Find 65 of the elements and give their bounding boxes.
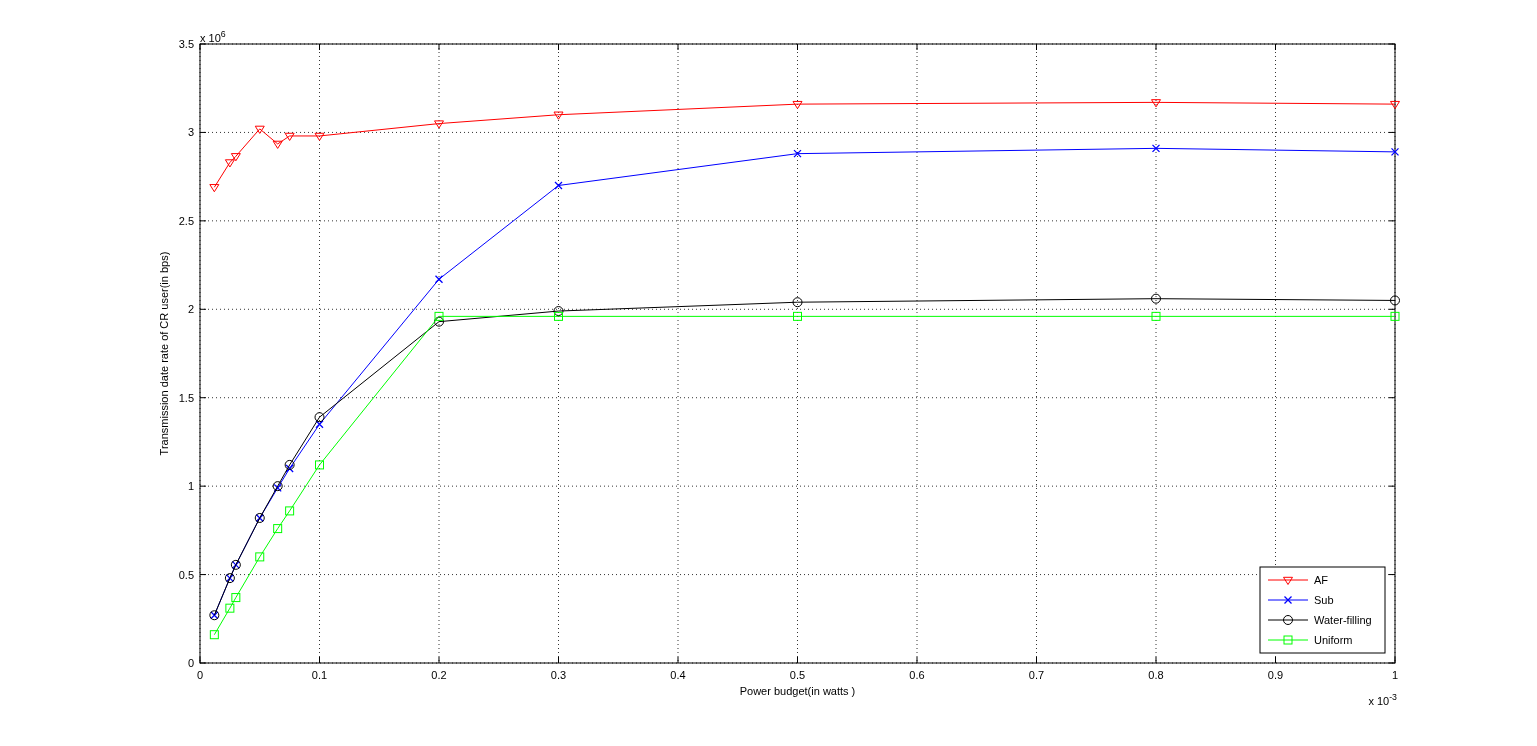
y-tick-label: 2.5	[178, 214, 194, 227]
point	[224, 159, 235, 168]
point	[793, 149, 802, 158]
y-tick-label: 1	[187, 480, 194, 493]
point	[434, 275, 444, 284]
x-tick-label: 1	[1391, 669, 1399, 681]
x-tick-label: 0.2	[431, 669, 447, 681]
y-tick-label: 1.5	[178, 391, 194, 404]
y-tick-label: 0.5	[178, 568, 194, 581]
point	[225, 603, 235, 613]
point	[1390, 100, 1400, 110]
point	[272, 140, 283, 149]
legend-label: Water-filling	[1314, 614, 1372, 626]
y-axis-title: Transmission date rate of CR user(in bps)	[158, 251, 170, 456]
x-tick-label: 0.6	[909, 669, 925, 681]
point	[553, 306, 564, 317]
point	[792, 100, 803, 110]
point	[230, 153, 241, 162]
point	[553, 111, 564, 120]
legend-label: AF	[1314, 574, 1329, 586]
point	[209, 184, 220, 193]
point	[1151, 99, 1161, 108]
x-tick-label: 0.4	[670, 669, 686, 681]
point	[1151, 293, 1161, 304]
x-tick-label: 0.9	[1267, 669, 1284, 681]
y-tick-label: 2	[187, 303, 194, 316]
x-tick-label: 0.5	[789, 669, 806, 681]
x-tick-label: 0.1	[311, 669, 328, 681]
point	[284, 132, 295, 141]
point	[285, 464, 294, 473]
point	[315, 460, 324, 470]
point	[434, 311, 444, 321]
point	[314, 412, 325, 423]
point	[554, 311, 563, 321]
point	[434, 316, 444, 327]
point	[1390, 295, 1400, 306]
point	[209, 630, 219, 640]
y-tick-label: 3.5	[178, 38, 194, 50]
x-axis-title: Power budget(in watts )	[739, 685, 856, 697]
point	[793, 311, 802, 321]
point	[1390, 147, 1400, 157]
point	[273, 524, 283, 534]
point	[314, 132, 325, 141]
point	[434, 120, 444, 129]
legend-label: Sub	[1314, 594, 1334, 606]
y-tick-label: 0	[187, 657, 194, 669]
x-tick-label: 0	[196, 669, 204, 681]
point	[255, 552, 265, 562]
point	[554, 181, 563, 190]
y-tick-label: 3	[187, 126, 194, 139]
text: x 10$^{6}$	[200, 29, 226, 44]
point	[315, 420, 324, 429]
point	[1390, 311, 1400, 321]
legend-label: Uniform	[1314, 634, 1353, 646]
x-tick-label: 0.8	[1148, 669, 1164, 681]
point	[231, 593, 241, 603]
text: x 10$^{-3}$	[1368, 692, 1398, 707]
point	[792, 297, 803, 308]
x-tick-label: 0.3	[550, 669, 567, 681]
point	[254, 125, 265, 134]
point	[285, 506, 295, 516]
point	[1151, 144, 1161, 153]
x-tick-label: 0.7	[1028, 669, 1045, 681]
point	[284, 459, 295, 470]
point	[1151, 311, 1161, 321]
